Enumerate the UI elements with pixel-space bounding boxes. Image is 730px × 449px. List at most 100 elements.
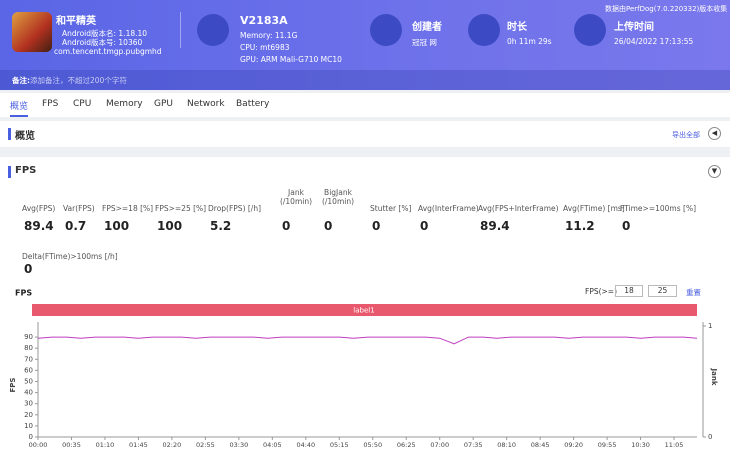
tab[interactable]: GPU: [154, 99, 173, 109]
metric-value: 0: [324, 219, 333, 233]
y2-tick-label: 1: [708, 322, 712, 330]
metric-value: 0: [24, 262, 33, 276]
metric-label: Avg(FPS): [22, 204, 56, 213]
y-tick-label: 10: [24, 422, 33, 430]
fps-panel: FPS ▼ FPS(>=) 18 25 重置 Avg(FPS) 89.4 Var(F…: [0, 157, 730, 449]
collapse-button[interactable]: ▼: [708, 165, 721, 178]
metric-value: 100: [104, 219, 130, 233]
collapse-button[interactable]: ◀: [708, 127, 721, 140]
header: 和平精英 Android版本名: 1.18.10 Android版本号: 103…: [0, 0, 730, 90]
y-axis-label: FPS: [9, 378, 17, 393]
upload: 26/04/2022 17:13:55: [614, 37, 694, 46]
y-tick-label: 90: [24, 333, 33, 341]
x-tick-label: 02:20: [163, 441, 182, 449]
metric-value: 100: [157, 219, 183, 233]
x-tick-label: 07:35: [464, 441, 483, 449]
metric-value: 0: [372, 219, 381, 233]
y-tick-label: 40: [24, 389, 33, 397]
memory: Memory: 11.1G: [240, 31, 298, 40]
x-tick-label: 08:10: [497, 441, 516, 449]
x-tick-label: 04:05: [263, 441, 282, 449]
accent: [8, 166, 11, 178]
metric-label: FPS>=25 [%]: [155, 204, 207, 213]
remark-input[interactable]: 添加备注，不超过200个字符: [30, 76, 127, 85]
y-tick-label: 20: [24, 411, 33, 419]
overview-panel: 概览 导出全部 ◀: [0, 121, 730, 147]
export-all[interactable]: 导出全部: [672, 131, 700, 139]
metric-value: 0: [622, 219, 631, 233]
x-tick-label: 05:50: [363, 441, 382, 449]
accent: [8, 128, 11, 140]
tab[interactable]: CPU: [73, 99, 92, 109]
divider: [180, 12, 181, 48]
metric-label: Delta(FTime)>100ms [/h]: [22, 252, 118, 261]
x-tick-label: 10:30: [631, 441, 650, 449]
remark-bar: 备注: 添加备注，不超过200个字符: [0, 70, 730, 90]
duration-label: 时长: [507, 22, 527, 33]
fps-chart: FPS label1 FPS Jank 01020304050607080900…: [9, 289, 718, 449]
y-tick-label: 0: [29, 433, 33, 441]
x-tick-label: 04:40: [296, 441, 315, 449]
app-name: 和平精英: [56, 16, 96, 27]
y-tick-label: 60: [24, 366, 33, 374]
device: V2183A: [240, 14, 288, 27]
metric-label: BigJank (/10min): [321, 188, 355, 206]
android-code: Android版本号: 10360: [62, 38, 143, 47]
x-tick-label: 08:45: [531, 441, 550, 449]
overview-title: 概览: [15, 131, 35, 142]
metric-label: Avg(FPS+InterFrame): [478, 204, 559, 213]
metric-value: 5.2: [210, 219, 232, 233]
device-icon: [197, 14, 229, 46]
creator-label: 创建者: [412, 22, 442, 33]
package: com.tencent.tmgp.pubgmhd: [54, 47, 162, 56]
creator-icon: [370, 14, 402, 46]
tab[interactable]: FPS: [42, 99, 59, 109]
duration-icon: [468, 14, 500, 46]
threshold-input[interactable]: 18: [615, 285, 643, 297]
x-tick-label: 01:45: [129, 441, 148, 449]
metric-label: Stutter [%]: [370, 204, 412, 213]
metric-value: 0: [420, 219, 429, 233]
x-tick-label: 05:15: [330, 441, 349, 449]
metric-label: Drop(FPS) [/h]: [208, 204, 262, 213]
tab[interactable]: Memory: [106, 99, 143, 109]
band-label: label1: [353, 307, 374, 315]
upload-icon: [574, 14, 606, 46]
y-tick-label: 80: [24, 344, 33, 352]
tab[interactable]: Network: [187, 99, 225, 109]
creator: 冠冠 网: [412, 38, 437, 47]
x-tick-label: 02:55: [196, 441, 215, 449]
x-tick-label: 09:20: [564, 441, 583, 449]
y2-tick-label: 0: [708, 433, 712, 441]
x-tick-label: 09:55: [598, 441, 617, 449]
x-tick-label: 11:05: [665, 441, 684, 449]
upload-label: 上传时间: [614, 22, 654, 33]
android-version: Android版本名: 1.18.10: [62, 29, 148, 38]
tab[interactable]: 概览: [10, 99, 29, 117]
cpu: CPU: mt6983: [240, 43, 290, 52]
x-tick-label: 06:25: [397, 441, 416, 449]
gpu: GPU: ARM Mali-G710 MC10: [240, 55, 342, 64]
metric-value: 0.7: [65, 219, 87, 233]
remark-label: 备注:: [12, 76, 30, 85]
y2-axis-label: Jank: [710, 368, 718, 386]
chart-title: FPS: [15, 289, 32, 298]
fps-line: [37, 336, 698, 345]
x-tick-label: 01:10: [96, 441, 115, 449]
metric-label: Avg(InterFrame): [418, 204, 479, 213]
metric-value: 89.4: [480, 219, 510, 233]
metric-label: FPS>=18 [%]: [102, 204, 154, 213]
fps-title: FPS: [15, 165, 37, 176]
y-tick-label: 70: [24, 355, 33, 363]
y-tick-label: 30: [24, 400, 33, 408]
x-tick-label: 03:30: [229, 441, 248, 449]
x-tick-label: 00:00: [29, 441, 48, 449]
metric-label: Avg(FTime) [ms]: [563, 204, 625, 213]
metric-label: FTime>=100ms [%]: [620, 204, 696, 213]
reset-button[interactable]: 重置: [686, 288, 701, 297]
app-icon: [12, 12, 52, 52]
threshold-input[interactable]: 25: [648, 285, 677, 297]
metric-value: 0: [282, 219, 291, 233]
metric-label: Jank (/10min): [279, 188, 313, 206]
tab[interactable]: Battery: [236, 99, 270, 109]
